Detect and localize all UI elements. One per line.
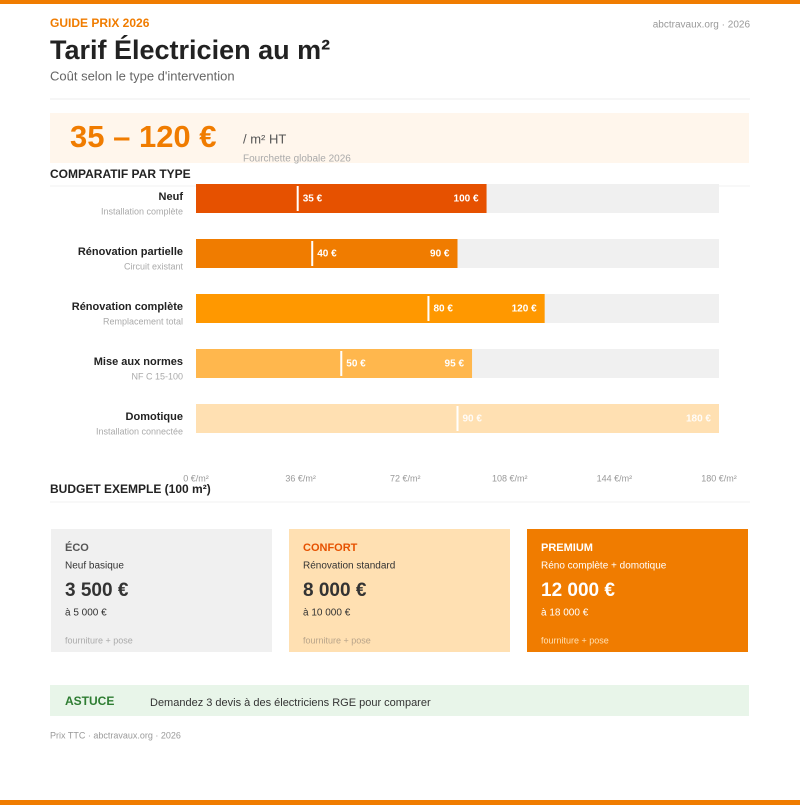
card (527, 529, 748, 652)
category-sublabel: Remplacement total (103, 316, 183, 326)
card-desc: Neuf basique (65, 561, 124, 572)
x-tick-label: 144 €/m² (597, 473, 633, 483)
budget-title: BUDGET EXEMPLE (100 m²) (50, 482, 211, 496)
summary-box (50, 113, 749, 163)
x-tick-label: 180 €/m² (701, 473, 737, 483)
card-note: fourniture + pose (541, 635, 609, 645)
chart-title: COMPARATIF PAR TYPE (50, 167, 191, 181)
tip-box (50, 685, 749, 716)
bar (196, 294, 545, 323)
card-label: CONFORT (303, 542, 358, 554)
category-label: Neuf (159, 191, 184, 203)
category-sublabel: NF C 15-100 (131, 371, 183, 381)
high-label: 95 € (445, 359, 465, 370)
x-tick-label: 0 €/m² (183, 473, 209, 483)
card-price: 8 000 € (303, 580, 367, 601)
card-note: fourniture + pose (65, 635, 133, 645)
bottom-border (0, 800, 800, 805)
tip-text: Demandez 3 devis à des électriciens RGE … (150, 697, 431, 709)
summary-note: Fourchette globale 2026 (243, 154, 351, 165)
card-range: à 18 000 € (541, 608, 589, 619)
card-range: à 5 000 € (65, 608, 107, 619)
high-label: 180 € (686, 414, 711, 425)
card-desc: Rénovation standard (303, 561, 395, 572)
kicker: GUIDE PRIX 2026 (50, 16, 150, 30)
high-label: 90 € (430, 249, 450, 260)
card-price: 12 000 € (541, 580, 615, 601)
bar (196, 184, 487, 213)
card-label: PREMIUM (541, 542, 593, 554)
title: Tarif Électricien au m² (50, 34, 330, 65)
card (51, 529, 272, 652)
card-note: fourniture + pose (303, 635, 371, 645)
category-sublabel: Installation connectée (96, 426, 183, 436)
bar (196, 239, 458, 268)
x-tick-label: 108 €/m² (492, 473, 528, 483)
footer: Prix TTC · abctravaux.org · 2026 (50, 730, 181, 740)
low-label: 90 € (463, 414, 483, 425)
source: abctravaux.org · 2026 (653, 20, 751, 31)
cards: ÉCO Neuf basique 3 500 € à 5 000 € fournitur… (51, 529, 748, 652)
category-label: Rénovation complète (72, 301, 183, 313)
category-label: Domotique (126, 411, 183, 423)
x-tick-label: 72 €/m² (390, 473, 421, 483)
summary-unit: / m² HT (243, 131, 286, 146)
low-label: 50 € (346, 359, 366, 370)
subtitle: Coût selon le type d'intervention (50, 68, 235, 83)
card-range: à 10 000 € (303, 608, 351, 619)
high-label: 100 € (454, 194, 479, 205)
card (289, 529, 510, 652)
tip-label: ASTUCE (65, 694, 114, 708)
low-label: 40 € (317, 249, 337, 260)
card-label: ÉCO (65, 541, 89, 554)
low-label: 35 € (303, 194, 323, 205)
chart: 0 €/m² 36 €/m² 72 €/m² 108 €/m² 144 €/m² 180 … (72, 184, 737, 483)
high-label: 120 € (512, 304, 537, 315)
top-border (0, 0, 800, 4)
category-label: Mise aux normes (94, 356, 183, 368)
x-tick-label: 36 €/m² (285, 473, 316, 483)
category-sublabel: Circuit existant (124, 261, 184, 271)
category-label: Rénovation partielle (78, 246, 183, 258)
low-label: 80 € (433, 304, 453, 315)
card-price: 3 500 € (65, 580, 129, 601)
category-sublabel: Installation complète (101, 206, 183, 216)
card-desc: Réno complète + domotique (541, 561, 667, 572)
summary-range: 35 – 120 € (70, 119, 217, 154)
bar (196, 349, 473, 378)
